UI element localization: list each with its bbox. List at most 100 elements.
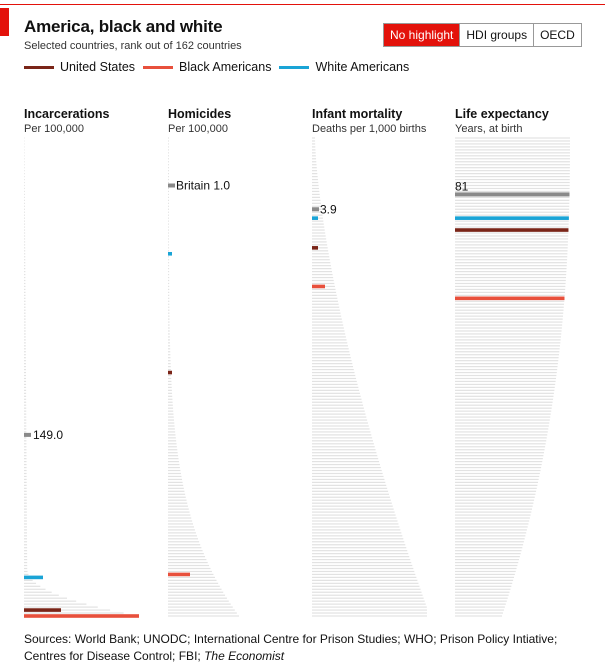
country-bar [455,383,556,386]
country-bar [168,386,172,388]
country-bar [455,143,570,145]
panel-unit-incarcerations: Per 100,000 [24,123,84,135]
country-bar [312,478,385,481]
country-bar [455,208,570,210]
country-bar [455,196,570,198]
country-bar [168,490,185,492]
country-bar [312,300,338,302]
country-bar [312,517,397,519]
country-bar [168,303,170,305]
country-bar [168,351,171,353]
country-bar [455,416,551,418]
country-bar [455,461,543,463]
country-bar [455,561,519,564]
country-bar [455,235,569,237]
country-bar [312,508,394,510]
country-bar [24,437,27,439]
country-bar [168,481,183,483]
country-bar [24,324,26,326]
country-bar [24,238,26,240]
country-bar [312,603,426,605]
country-bar [312,318,342,320]
country-bar [455,585,512,587]
country-bar [24,609,111,611]
country-bar [455,161,570,163]
country-bar [24,431,27,433]
country-bar [168,273,170,276]
country-bar [168,469,181,472]
country-bar [455,279,566,282]
reference-country-bar [24,432,31,437]
series-mark-united-states [24,608,61,612]
country-bar [455,173,570,175]
country-bar [455,214,569,216]
country-bar [24,600,77,602]
country-bar [24,499,27,501]
country-bar [312,345,348,347]
country-bar [455,434,548,436]
country-bar [312,576,417,578]
country-bar [312,585,420,587]
country-bar [455,167,570,169]
country-bar [168,211,170,213]
country-bar [168,570,212,573]
country-bar [312,155,316,157]
country-bar [312,273,333,276]
country-bar [168,199,169,201]
country-bar [455,463,542,466]
series-mark-white-americans [312,216,318,220]
country-bar [312,265,331,267]
country-bar [24,140,25,142]
country-bar [168,389,172,391]
legend-label-black-americans: Black Americans [179,60,272,74]
country-bar [24,594,59,596]
toggle-hdi-groups[interactable]: HDI groups [459,24,534,46]
country-bar [455,556,520,558]
country-bar [24,553,28,555]
country-bar [455,321,563,323]
toggle-oecd[interactable]: OECD [533,24,581,46]
country-bar [455,199,570,201]
country-bar [168,449,178,451]
country-bar [24,591,52,593]
country-bar [312,143,316,145]
country-bar [312,472,383,475]
country-bar [168,241,170,243]
toggle-no-highlight[interactable]: No highlight [384,24,460,46]
country-bar [24,374,26,377]
country-bar [168,244,170,246]
country-bar [312,288,336,291]
country-bar [168,558,207,561]
country-bar [312,140,316,142]
legend: United States Black Americans White Amer… [24,60,417,74]
country-bar [168,410,174,412]
country-bar [168,440,177,442]
country-bar [168,538,199,540]
country-bar [24,306,26,308]
country-bar [24,383,27,386]
country-bar [455,413,551,415]
source-italic: The Economist [204,649,285,663]
country-bar [168,585,220,587]
country-bar [312,164,317,166]
country-bar [455,330,562,332]
panel-title-life-expectancy: Life expectancy [455,107,549,121]
country-bar [455,570,516,573]
country-bar [168,276,170,279]
country-bar [312,431,371,433]
country-bar [24,386,27,388]
country-bar [312,556,410,558]
country-bar [455,276,566,279]
country-bar [312,407,364,409]
country-bar [24,496,27,498]
country-bar [24,226,26,228]
country-bar [168,214,170,216]
panel-unit-life-expectancy: Years, at birth [455,123,523,135]
country-bar [455,342,561,344]
country-bar [455,612,503,614]
reference-label: 3.9 [320,202,337,216]
country-bar [312,416,367,418]
country-bar [455,446,546,448]
country-bar [312,158,317,160]
country-bar [168,609,235,611]
